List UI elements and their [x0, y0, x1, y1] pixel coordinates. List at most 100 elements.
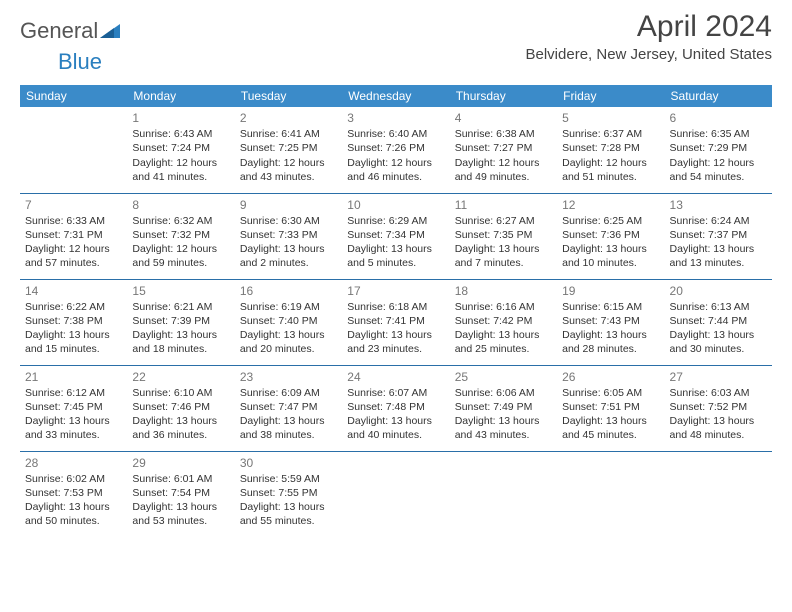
daylight-text: and 33 minutes. — [25, 428, 122, 442]
calendar-cell: 18Sunrise: 6:16 AMSunset: 7:42 PMDayligh… — [450, 279, 557, 365]
day-number: 14 — [25, 283, 122, 299]
sunrise-text: Sunrise: 6:19 AM — [240, 300, 337, 314]
daylight-text: Daylight: 13 hours — [347, 328, 444, 342]
day-number: 3 — [347, 110, 444, 126]
daylight-text: and 54 minutes. — [670, 170, 767, 184]
daylight-text: and 7 minutes. — [455, 256, 552, 270]
logo-triangle-icon — [100, 20, 120, 43]
calendar-row: 1Sunrise: 6:43 AMSunset: 7:24 PMDaylight… — [20, 107, 772, 193]
daylight-text: and 18 minutes. — [132, 342, 229, 356]
calendar-cell: 13Sunrise: 6:24 AMSunset: 7:37 PMDayligh… — [665, 193, 772, 279]
calendar-cell: 17Sunrise: 6:18 AMSunset: 7:41 PMDayligh… — [342, 279, 449, 365]
day-number: 15 — [132, 283, 229, 299]
sunrise-text: Sunrise: 6:02 AM — [25, 472, 122, 486]
calendar-cell: 5Sunrise: 6:37 AMSunset: 7:28 PMDaylight… — [557, 107, 664, 193]
daylight-text: Daylight: 13 hours — [670, 328, 767, 342]
sunset-text: Sunset: 7:55 PM — [240, 486, 337, 500]
sunset-text: Sunset: 7:53 PM — [25, 486, 122, 500]
calendar-cell: 14Sunrise: 6:22 AMSunset: 7:38 PMDayligh… — [20, 279, 127, 365]
sunset-text: Sunset: 7:36 PM — [562, 228, 659, 242]
sunrise-text: Sunrise: 6:07 AM — [347, 386, 444, 400]
daylight-text: and 55 minutes. — [240, 514, 337, 528]
sunset-text: Sunset: 7:43 PM — [562, 314, 659, 328]
sunset-text: Sunset: 7:24 PM — [132, 141, 229, 155]
daylight-text: Daylight: 13 hours — [132, 500, 229, 514]
calendar-cell: 20Sunrise: 6:13 AMSunset: 7:44 PMDayligh… — [665, 279, 772, 365]
day-number: 16 — [240, 283, 337, 299]
sunset-text: Sunset: 7:47 PM — [240, 400, 337, 414]
day-number: 8 — [132, 197, 229, 213]
daylight-text: and 2 minutes. — [240, 256, 337, 270]
daylight-text: Daylight: 13 hours — [132, 414, 229, 428]
sunrise-text: Sunrise: 6:27 AM — [455, 214, 552, 228]
weekday-header: Sunday — [20, 85, 127, 107]
calendar-cell — [557, 451, 664, 537]
calendar-cell: 23Sunrise: 6:09 AMSunset: 7:47 PMDayligh… — [235, 365, 342, 451]
daylight-text: and 50 minutes. — [25, 514, 122, 528]
sunset-text: Sunset: 7:54 PM — [132, 486, 229, 500]
sunset-text: Sunset: 7:28 PM — [562, 141, 659, 155]
calendar-cell: 19Sunrise: 6:15 AMSunset: 7:43 PMDayligh… — [557, 279, 664, 365]
day-number: 9 — [240, 197, 337, 213]
calendar-cell: 21Sunrise: 6:12 AMSunset: 7:45 PMDayligh… — [20, 365, 127, 451]
daylight-text: and 45 minutes. — [562, 428, 659, 442]
day-number: 5 — [562, 110, 659, 126]
day-number: 28 — [25, 455, 122, 471]
daylight-text: Daylight: 13 hours — [562, 414, 659, 428]
calendar-cell — [342, 451, 449, 537]
day-number: 26 — [562, 369, 659, 385]
sunrise-text: Sunrise: 6:33 AM — [25, 214, 122, 228]
month-title: April 2024 — [526, 10, 773, 44]
daylight-text: Daylight: 13 hours — [562, 328, 659, 342]
daylight-text: and 13 minutes. — [670, 256, 767, 270]
day-number: 1 — [132, 110, 229, 126]
sunset-text: Sunset: 7:35 PM — [455, 228, 552, 242]
day-number: 20 — [670, 283, 767, 299]
weekday-header: Thursday — [450, 85, 557, 107]
sunrise-text: Sunrise: 6:30 AM — [240, 214, 337, 228]
day-number: 19 — [562, 283, 659, 299]
daylight-text: Daylight: 13 hours — [562, 242, 659, 256]
daylight-text: and 59 minutes. — [132, 256, 229, 270]
sunrise-text: Sunrise: 6:21 AM — [132, 300, 229, 314]
sunrise-text: Sunrise: 6:29 AM — [347, 214, 444, 228]
day-number: 4 — [455, 110, 552, 126]
calendar-cell: 29Sunrise: 6:01 AMSunset: 7:54 PMDayligh… — [127, 451, 234, 537]
daylight-text: Daylight: 12 hours — [562, 156, 659, 170]
calendar-cell: 11Sunrise: 6:27 AMSunset: 7:35 PMDayligh… — [450, 193, 557, 279]
calendar-cell: 27Sunrise: 6:03 AMSunset: 7:52 PMDayligh… — [665, 365, 772, 451]
daylight-text: and 51 minutes. — [562, 170, 659, 184]
daylight-text: Daylight: 13 hours — [347, 414, 444, 428]
sunrise-text: Sunrise: 6:10 AM — [132, 386, 229, 400]
sunrise-text: Sunrise: 6:32 AM — [132, 214, 229, 228]
daylight-text: Daylight: 12 hours — [132, 156, 229, 170]
daylight-text: Daylight: 12 hours — [25, 242, 122, 256]
sunset-text: Sunset: 7:33 PM — [240, 228, 337, 242]
calendar-row: 21Sunrise: 6:12 AMSunset: 7:45 PMDayligh… — [20, 365, 772, 451]
sunrise-text: Sunrise: 6:35 AM — [670, 127, 767, 141]
calendar-cell: 26Sunrise: 6:05 AMSunset: 7:51 PMDayligh… — [557, 365, 664, 451]
sunrise-text: Sunrise: 6:15 AM — [562, 300, 659, 314]
calendar-table: Sunday Monday Tuesday Wednesday Thursday… — [20, 85, 772, 537]
day-number: 7 — [25, 197, 122, 213]
daylight-text: Daylight: 13 hours — [455, 328, 552, 342]
calendar-cell: 15Sunrise: 6:21 AMSunset: 7:39 PMDayligh… — [127, 279, 234, 365]
weekday-header: Wednesday — [342, 85, 449, 107]
calendar-cell — [20, 107, 127, 193]
calendar-row: 14Sunrise: 6:22 AMSunset: 7:38 PMDayligh… — [20, 279, 772, 365]
sunset-text: Sunset: 7:52 PM — [670, 400, 767, 414]
daylight-text: Daylight: 13 hours — [25, 328, 122, 342]
day-number: 12 — [562, 197, 659, 213]
day-number: 29 — [132, 455, 229, 471]
daylight-text: and 49 minutes. — [455, 170, 552, 184]
daylight-text: Daylight: 13 hours — [670, 242, 767, 256]
daylight-text: and 10 minutes. — [562, 256, 659, 270]
sunrise-text: Sunrise: 6:06 AM — [455, 386, 552, 400]
daylight-text: and 48 minutes. — [670, 428, 767, 442]
calendar-cell: 25Sunrise: 6:06 AMSunset: 7:49 PMDayligh… — [450, 365, 557, 451]
sunset-text: Sunset: 7:45 PM — [25, 400, 122, 414]
daylight-text: and 43 minutes. — [455, 428, 552, 442]
day-number: 25 — [455, 369, 552, 385]
daylight-text: and 25 minutes. — [455, 342, 552, 356]
sunset-text: Sunset: 7:46 PM — [132, 400, 229, 414]
